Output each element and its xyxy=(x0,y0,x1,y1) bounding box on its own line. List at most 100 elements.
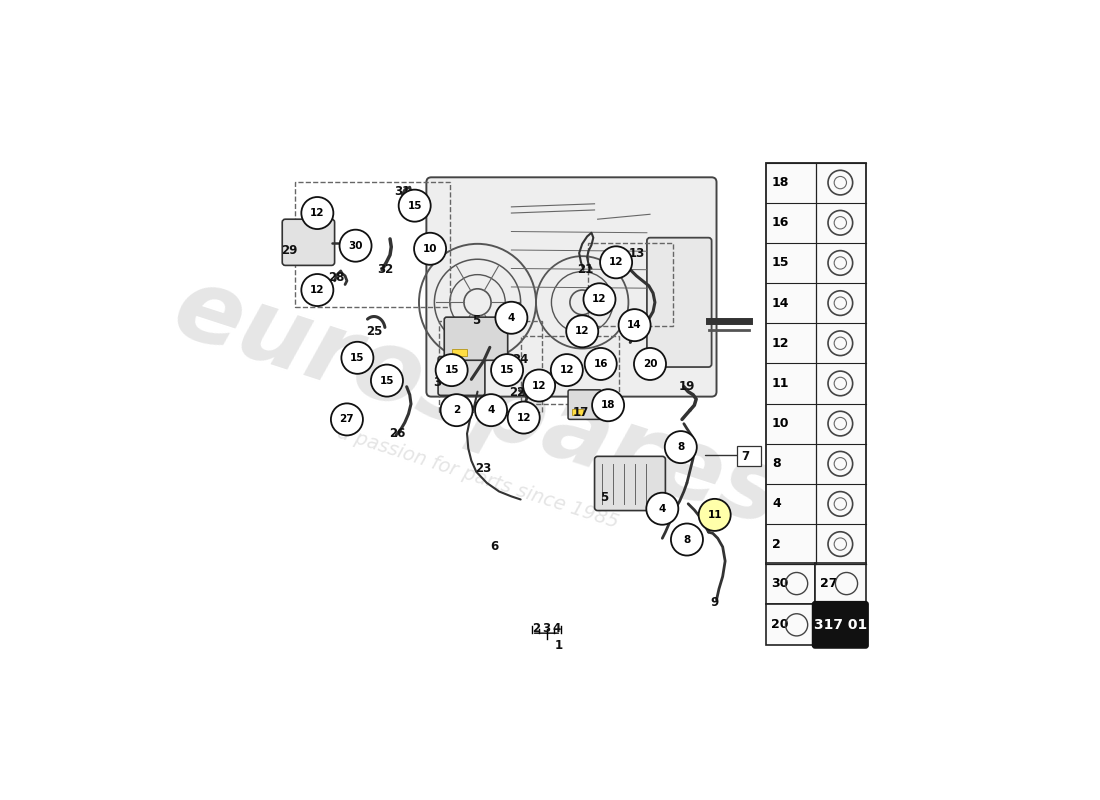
Text: 12: 12 xyxy=(532,381,547,390)
Circle shape xyxy=(331,403,363,435)
Text: 20: 20 xyxy=(771,618,789,631)
Circle shape xyxy=(647,493,679,525)
Circle shape xyxy=(371,365,403,397)
Circle shape xyxy=(698,499,730,531)
Text: 1: 1 xyxy=(554,639,563,652)
Text: 12: 12 xyxy=(575,326,590,336)
Text: 12: 12 xyxy=(609,258,624,267)
Text: 4: 4 xyxy=(659,504,666,514)
Text: a passion for parts since 1985: a passion for parts since 1985 xyxy=(334,423,620,533)
Circle shape xyxy=(495,302,527,334)
Text: 14: 14 xyxy=(627,320,642,330)
Text: 27: 27 xyxy=(820,577,837,590)
Text: 8: 8 xyxy=(683,534,691,545)
Text: 20: 20 xyxy=(642,359,657,369)
Circle shape xyxy=(301,274,333,306)
Text: 18: 18 xyxy=(601,400,615,410)
Text: 5: 5 xyxy=(600,491,608,504)
Circle shape xyxy=(436,354,468,386)
Text: 7: 7 xyxy=(741,450,749,463)
Text: 13: 13 xyxy=(628,246,645,259)
Text: 25: 25 xyxy=(366,325,382,338)
Text: 6: 6 xyxy=(491,541,499,554)
FancyBboxPatch shape xyxy=(283,219,334,266)
Text: 17: 17 xyxy=(572,406,588,419)
Text: 11: 11 xyxy=(707,510,722,520)
Circle shape xyxy=(583,283,616,315)
Circle shape xyxy=(671,523,703,555)
Text: 19: 19 xyxy=(679,380,695,394)
Text: 16: 16 xyxy=(594,359,608,369)
FancyBboxPatch shape xyxy=(427,178,716,397)
Text: 3: 3 xyxy=(542,622,551,634)
Circle shape xyxy=(551,354,583,386)
Circle shape xyxy=(414,233,447,265)
Text: 15: 15 xyxy=(407,201,422,210)
Text: 4: 4 xyxy=(772,498,781,510)
Text: 32: 32 xyxy=(377,263,393,276)
Text: 3: 3 xyxy=(433,376,441,389)
Text: 12: 12 xyxy=(560,365,574,375)
FancyBboxPatch shape xyxy=(737,446,761,466)
Circle shape xyxy=(601,246,632,278)
Text: 12: 12 xyxy=(772,337,790,350)
Text: 10: 10 xyxy=(422,244,438,254)
Circle shape xyxy=(508,402,540,434)
Circle shape xyxy=(585,348,617,380)
Text: 28: 28 xyxy=(328,271,344,284)
Text: 26: 26 xyxy=(389,427,406,440)
FancyBboxPatch shape xyxy=(815,563,866,604)
Text: 2: 2 xyxy=(453,405,460,415)
Text: 15: 15 xyxy=(499,365,515,375)
FancyBboxPatch shape xyxy=(766,604,815,646)
Text: 15: 15 xyxy=(350,353,364,363)
Circle shape xyxy=(618,309,650,341)
Circle shape xyxy=(398,190,431,222)
FancyBboxPatch shape xyxy=(444,317,508,360)
Text: 29: 29 xyxy=(282,243,298,257)
Text: 16: 16 xyxy=(772,216,790,230)
Text: 317 01: 317 01 xyxy=(814,618,867,632)
Circle shape xyxy=(340,230,372,262)
FancyBboxPatch shape xyxy=(452,349,468,356)
Text: eurospares: eurospares xyxy=(162,260,793,548)
Text: 22: 22 xyxy=(509,386,526,399)
Text: 15: 15 xyxy=(444,365,459,375)
Text: 2: 2 xyxy=(772,538,781,550)
Circle shape xyxy=(592,390,624,422)
Text: 4: 4 xyxy=(487,405,495,415)
FancyBboxPatch shape xyxy=(766,162,866,564)
Text: 2: 2 xyxy=(532,622,540,634)
Circle shape xyxy=(524,370,556,402)
Circle shape xyxy=(566,315,598,347)
Circle shape xyxy=(475,394,507,426)
Text: 11: 11 xyxy=(772,377,790,390)
Circle shape xyxy=(491,354,524,386)
Text: 12: 12 xyxy=(592,294,607,304)
Text: 12: 12 xyxy=(310,285,324,295)
Text: 18: 18 xyxy=(772,176,790,189)
Circle shape xyxy=(341,342,373,374)
Text: 8: 8 xyxy=(772,458,781,470)
FancyBboxPatch shape xyxy=(766,563,815,604)
Circle shape xyxy=(440,394,473,426)
Text: 30: 30 xyxy=(771,577,788,590)
FancyBboxPatch shape xyxy=(647,238,712,367)
Text: 12: 12 xyxy=(310,208,324,218)
Text: 4: 4 xyxy=(508,313,515,322)
FancyBboxPatch shape xyxy=(813,602,868,648)
Text: 12: 12 xyxy=(517,413,531,422)
FancyBboxPatch shape xyxy=(438,357,485,395)
Circle shape xyxy=(664,431,696,463)
Circle shape xyxy=(301,197,333,229)
Text: 15: 15 xyxy=(379,375,394,386)
Text: 10: 10 xyxy=(772,417,790,430)
FancyBboxPatch shape xyxy=(568,390,602,419)
Text: 27: 27 xyxy=(340,414,354,424)
Circle shape xyxy=(634,348,665,380)
Text: 14: 14 xyxy=(772,297,790,310)
Text: 8: 8 xyxy=(678,442,684,452)
Text: 21: 21 xyxy=(578,263,593,276)
Text: 9: 9 xyxy=(711,596,718,609)
Text: 30: 30 xyxy=(349,241,363,250)
